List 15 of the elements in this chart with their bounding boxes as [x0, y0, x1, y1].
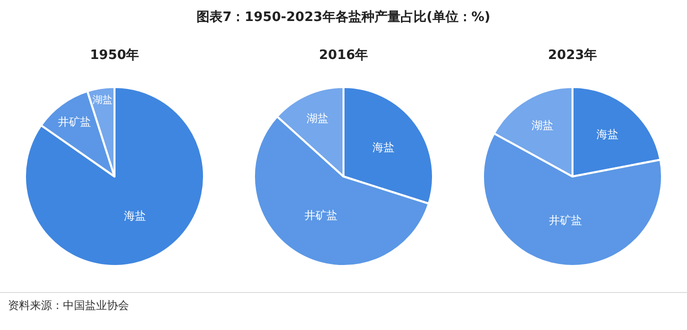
chart-title: 2016年 [319, 48, 368, 63]
slice-label: 湖盐 [306, 112, 329, 125]
slice-label: 井矿盐 [58, 115, 91, 128]
pie-slice [24, 86, 205, 267]
slice-label: 湖盐 [92, 94, 113, 106]
slice-label: 海盐 [372, 140, 394, 154]
slice-label: 海盐 [124, 210, 146, 223]
text: 图表7：1950-2023年各盐种产量占比(单位：%) [196, 8, 492, 26]
chart-title: 1950年 [90, 48, 140, 63]
slice-label: 井矿盐 [304, 208, 338, 222]
slice-label: 海盐 [596, 128, 618, 141]
chart-title: 2023年 [548, 48, 598, 63]
slice-label: 井矿盐 [549, 214, 582, 228]
text: 资料来源：中国盐业协会 [8, 298, 129, 313]
slice-label: 湖盐 [531, 118, 554, 132]
